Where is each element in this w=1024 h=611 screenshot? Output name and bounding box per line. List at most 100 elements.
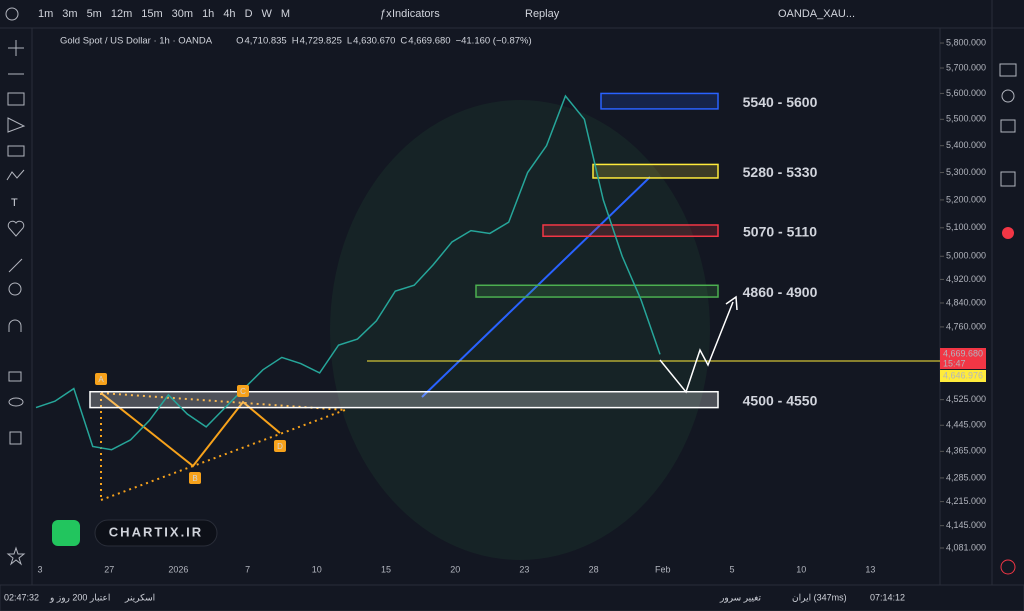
zone-box: [600, 92, 719, 110]
x-tick-label: 10: [312, 564, 322, 574]
projection-tool[interactable]: [7, 145, 25, 157]
pattern-tool[interactable]: [7, 117, 26, 133]
interval-button[interactable]: 1h: [202, 8, 214, 20]
watermark-badge: CHARTIX.IR: [52, 519, 218, 547]
watermark-pill: [94, 519, 218, 547]
fib-tool[interactable]: [7, 92, 25, 106]
interval-button[interactable]: 5m: [87, 8, 102, 20]
add-icon[interactable]: [5, 7, 19, 21]
y-tick-label: 4,840.000: [946, 297, 986, 307]
alerts-icon[interactable]: [1001, 89, 1015, 103]
star-tool[interactable]: [6, 546, 26, 566]
last-price: 4,669.680: [943, 348, 983, 358]
pattern-label: A: [98, 375, 104, 384]
legend-open-key: O: [236, 36, 243, 47]
x-tick-label: 15: [381, 564, 391, 574]
delete-tool[interactable]: [9, 431, 22, 445]
y-tick-label: 5,700.000: [946, 62, 986, 72]
y-tick-label: 4,920.000: [946, 274, 986, 284]
interval-button[interactable]: 15m: [141, 8, 162, 20]
y-tick-label: 5,300.000: [946, 167, 986, 177]
legend-close: 4,669.680: [408, 36, 450, 47]
zone-box: [475, 284, 719, 298]
indicators-button[interactable]: Indicators: [392, 8, 440, 20]
x-tick-label: 5: [729, 564, 734, 574]
legend-high-key: H: [292, 36, 299, 47]
news-icon[interactable]: [1000, 119, 1016, 133]
magnet-tool[interactable]: [8, 319, 22, 332]
pattern-label: B: [192, 474, 197, 483]
interval-button[interactable]: 30m: [172, 8, 193, 20]
status-server[interactable]: تغییر سرور: [719, 592, 761, 603]
calendar-icon[interactable]: [1000, 171, 1016, 187]
brush-tool[interactable]: [6, 169, 25, 181]
pattern-guide: [100, 409, 346, 501]
y-tick-label: 4,760.000: [946, 321, 986, 331]
legend-title: Gold Spot / US Dollar · 1h · OANDA: [60, 36, 213, 47]
x-tick-label: 7: [245, 564, 250, 574]
x-tick-label: 2026: [168, 564, 188, 574]
pattern-label: C: [240, 387, 246, 396]
symbol-search[interactable]: OANDA_XAU...: [778, 8, 855, 20]
interval-button[interactable]: M: [281, 8, 290, 20]
interval-button[interactable]: 4h: [223, 8, 235, 20]
zone-box: [89, 390, 719, 409]
zoom-tool[interactable]: [8, 282, 22, 296]
projection-arrow: [659, 301, 734, 394]
interval-button[interactable]: 3m: [62, 8, 77, 20]
status-screener[interactable]: اسکرینر: [124, 592, 155, 603]
x-tick-label: 3: [37, 564, 42, 574]
watermark-icon: [52, 520, 80, 546]
watchlist-icon[interactable]: [999, 63, 1017, 77]
indicators-icon: ƒx: [380, 8, 392, 20]
interval-button[interactable]: 1m: [38, 8, 53, 20]
y-tick-label: 4,445.000: [946, 420, 986, 430]
y-tick-label: 5,200.000: [946, 194, 986, 204]
favorites-tool[interactable]: [7, 220, 25, 237]
interval-button[interactable]: D: [245, 8, 253, 20]
zone-label: 4500 - 4550: [743, 392, 818, 408]
power-icon[interactable]: [1000, 559, 1016, 575]
pattern-badge: [274, 440, 286, 452]
pattern-badge: [95, 373, 107, 385]
profile-icon[interactable]: [1002, 227, 1014, 239]
y-tick-label: 4,145.000: [946, 520, 986, 530]
line-price-box: [940, 370, 986, 382]
watermark-text: CHARTIX.IR: [109, 524, 203, 539]
ruler-tool[interactable]: [8, 258, 23, 273]
pattern-label: D: [277, 442, 283, 451]
left-toolbar: T: [6, 40, 26, 566]
price-line: [35, 94, 661, 451]
legend-close-key: C: [400, 36, 407, 47]
pattern-badge: [237, 385, 249, 397]
watermark-logo: [330, 100, 710, 560]
status-clock: 02:47:32: [4, 592, 39, 602]
y-tick-label: 5,500.000: [946, 114, 986, 124]
interval-button[interactable]: 12m: [111, 8, 132, 20]
legend-low: 4,630.670: [353, 36, 395, 47]
legend-low-key: L: [347, 36, 352, 47]
y-tick-label: 5,100.000: [946, 222, 986, 232]
status-ping: ایران (347ms): [792, 592, 847, 603]
x-tick-label: 27: [104, 564, 114, 574]
zone-box: [592, 163, 719, 179]
text-tool[interactable]: T: [11, 197, 18, 209]
visibility-tool[interactable]: [8, 397, 24, 407]
lock-tool[interactable]: [8, 371, 22, 382]
trend-line: [421, 176, 651, 398]
legend-change: −41.160 (−0.87%): [456, 36, 532, 47]
legend-high: 4,729.825: [300, 36, 342, 47]
y-tick-label: 4,525.000: [946, 394, 986, 404]
status-bar: [0, 584, 1024, 611]
status-credit: اعتبار 200 روز و: [49, 592, 110, 603]
arrow-head: [725, 295, 738, 311]
replay-button[interactable]: Replay: [525, 8, 560, 20]
interval-button[interactable]: W: [262, 8, 273, 20]
zone-label: 5280 - 5330: [743, 164, 818, 180]
y-tick-label: 5,400.000: [946, 140, 986, 150]
last-price-box: [940, 348, 986, 369]
status-time: 07:14:12: [870, 592, 905, 602]
x-tick-label: 13: [865, 564, 875, 574]
countdown: 15:47: [943, 358, 966, 368]
